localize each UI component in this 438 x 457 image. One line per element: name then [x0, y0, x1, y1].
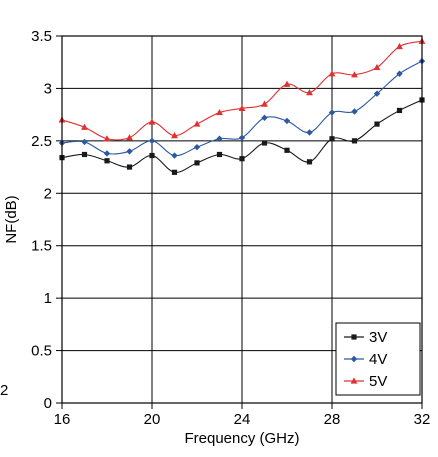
data-point-5V — [283, 80, 291, 87]
legend: 3V 4V 5V — [335, 322, 421, 396]
data-point-5V — [126, 134, 133, 141]
data-point-4V — [306, 129, 313, 136]
data-point-4V — [171, 152, 178, 159]
data-point-3V — [351, 138, 358, 144]
x-tick-label: 20 — [144, 411, 161, 428]
data-point-3V — [374, 121, 380, 127]
data-point-4V — [351, 108, 358, 115]
plot-frame — [61, 35, 423, 404]
data-point-4V — [126, 148, 133, 155]
x-tick-label: 32 — [414, 411, 431, 428]
legend-label-5V: 5V — [369, 373, 387, 390]
data-point-4V — [103, 150, 111, 157]
legend-label-3V: 3V — [369, 329, 387, 346]
x-tick-label: 28 — [324, 411, 341, 428]
legend-marker-5V — [350, 377, 358, 384]
data-point-3V — [306, 159, 313, 165]
data-point-4V — [193, 143, 201, 151]
x-tick-label: 24 — [234, 411, 251, 428]
data-point-5V — [261, 100, 268, 107]
data-point-3V — [284, 147, 290, 153]
data-point-5V — [103, 135, 111, 142]
data-point-4V — [283, 117, 291, 125]
legend-marker-4V — [350, 355, 358, 363]
data-point-4V — [238, 134, 246, 141]
data-point-4V — [216, 135, 223, 142]
y-tick-label: 0.5 — [31, 343, 52, 360]
y-tick-labels: 0 0.5 1 1.5 2 2.5 3 3.5 — [31, 28, 52, 412]
data-point-4V — [261, 114, 268, 121]
stray-tick-label: 2 — [0, 382, 9, 399]
data-point-4V — [81, 138, 88, 146]
data-point-5V — [328, 70, 336, 77]
data-point-3V — [171, 169, 178, 175]
data-point-5V — [373, 63, 381, 71]
y-tick-label: 2.5 — [31, 133, 52, 150]
data-point-3V — [216, 151, 223, 158]
y-tick-label: 3.5 — [31, 28, 52, 45]
x-axis-label: Frequency (GHz) — [184, 430, 299, 447]
data-point-3V — [239, 156, 245, 162]
data-point-5V — [306, 89, 313, 96]
data-point-5V — [351, 71, 358, 78]
data-point-3V — [194, 160, 200, 166]
series-4V — [58, 57, 426, 159]
data-point-3V — [81, 151, 88, 158]
data-point-4V — [373, 90, 381, 97]
y-tick-label: 0 — [44, 395, 52, 412]
y-tick-label: 1 — [44, 290, 52, 307]
data-point-5V — [396, 42, 403, 50]
legend-label-4V: 4V — [369, 351, 387, 368]
data-point-5V — [238, 104, 246, 111]
data-point-5V — [171, 132, 178, 139]
data-point-4V — [328, 109, 336, 116]
data-point-3V — [126, 164, 133, 170]
data-point-3V — [261, 140, 268, 146]
series-5V — [58, 37, 426, 142]
data-point-5V — [216, 108, 223, 116]
data-point-3V — [104, 158, 110, 164]
data-point-5V — [193, 120, 201, 127]
data-point-3V — [329, 136, 335, 142]
data-point-4V — [148, 137, 156, 145]
data-point-3V — [149, 152, 155, 159]
legend-marker-3V — [351, 334, 357, 340]
data-point-5V — [148, 118, 156, 125]
data-point-5V — [81, 123, 88, 130]
data-point-4V — [396, 70, 403, 77]
y-tick-label: 1.5 — [31, 238, 52, 255]
x-tick-labels: 16 20 24 28 32 — [54, 411, 431, 428]
data-point-3V — [396, 107, 403, 114]
y-tick-label: 3 — [44, 80, 52, 97]
y-axis-label: NF(dB) — [3, 195, 20, 243]
y-tick-label: 2 — [44, 185, 52, 202]
x-tick-label: 16 — [54, 411, 71, 428]
